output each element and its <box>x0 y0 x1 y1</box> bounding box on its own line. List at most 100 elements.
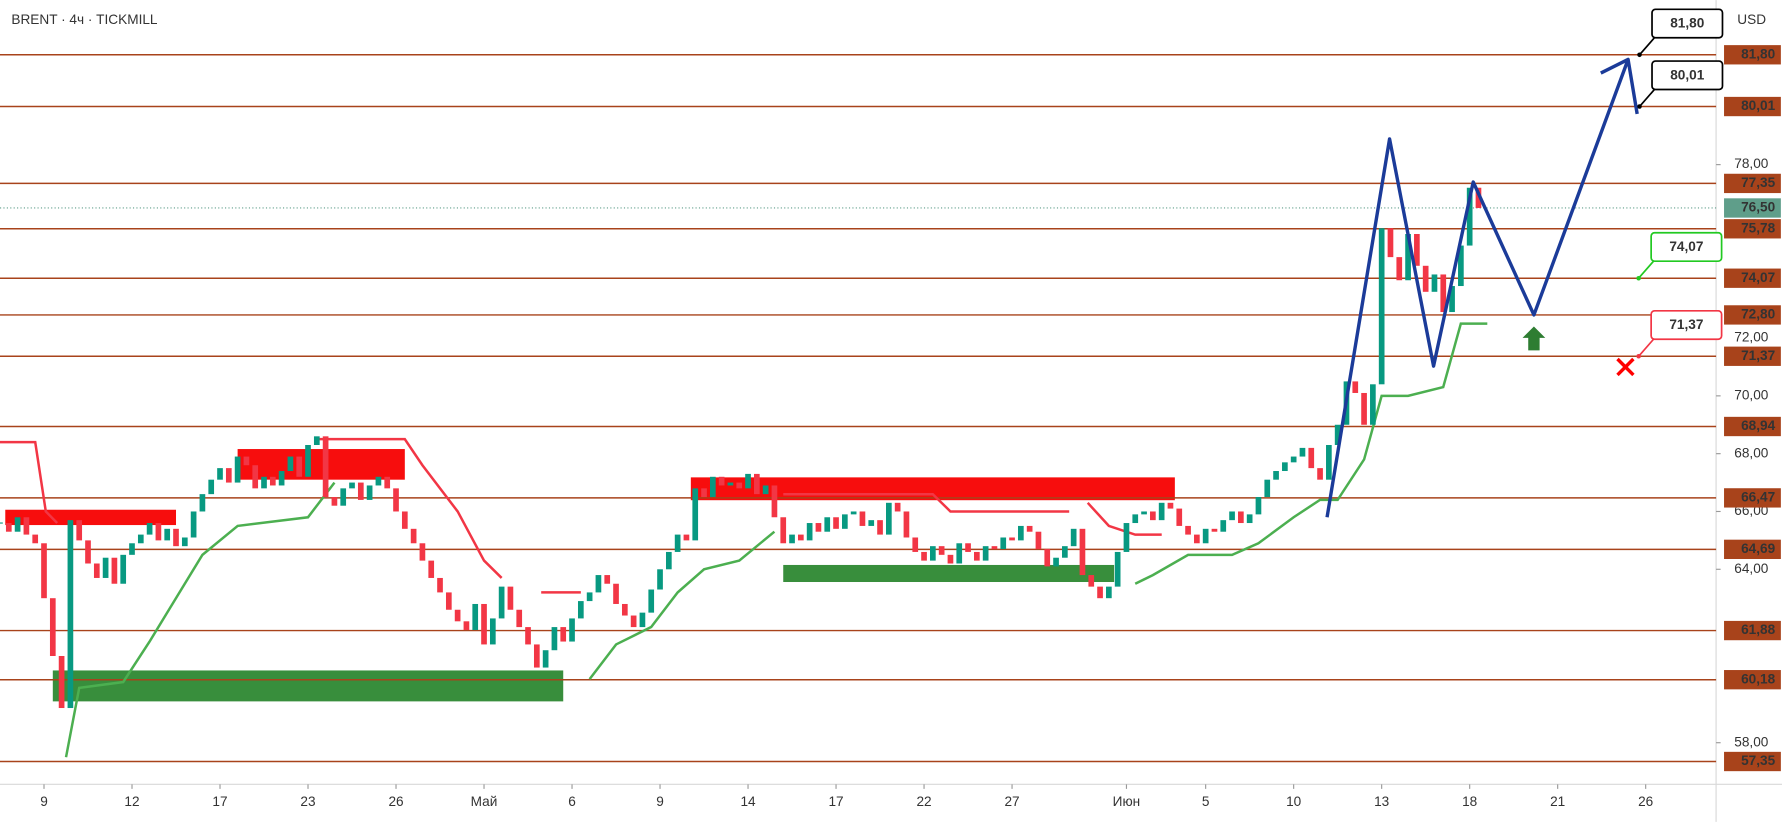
candle <box>621 603 628 616</box>
candle <box>375 476 382 486</box>
candle <box>67 520 74 709</box>
candle <box>1018 525 1024 541</box>
level-label: 81,80 <box>1741 46 1776 61</box>
candle <box>1422 265 1429 292</box>
candle <box>683 534 690 541</box>
candle <box>1238 511 1244 524</box>
candle <box>1255 497 1262 515</box>
level-label-bg <box>1724 670 1781 690</box>
candle <box>1000 537 1007 550</box>
candle <box>419 543 426 561</box>
candle <box>859 511 866 526</box>
candle <box>1449 286 1455 313</box>
candle <box>278 471 285 486</box>
candle <box>894 502 901 512</box>
level-label-bg <box>1724 305 1781 325</box>
candle <box>261 476 267 489</box>
level-label-bg <box>1724 416 1781 437</box>
candle <box>1158 502 1165 521</box>
candle <box>1026 525 1033 532</box>
last-price-label: 76,50 <box>1741 200 1776 215</box>
candle <box>14 517 21 532</box>
candle <box>842 514 848 529</box>
candle <box>102 557 109 578</box>
candle <box>1097 586 1103 599</box>
annotation-text: 74,07 <box>1669 239 1703 254</box>
indicator-line <box>64 481 336 758</box>
x-tick-label: 23 <box>300 794 315 809</box>
candle <box>305 444 311 477</box>
candle <box>489 618 496 645</box>
candle <box>1431 274 1438 292</box>
level-label: 68,94 <box>1741 418 1776 433</box>
candle <box>1114 551 1121 587</box>
candle <box>393 488 399 512</box>
candle <box>1053 557 1059 567</box>
candle <box>243 456 250 466</box>
candle <box>322 436 329 498</box>
candle <box>217 468 223 480</box>
candle <box>1440 274 1447 313</box>
candle <box>639 612 646 628</box>
candle <box>1475 187 1482 208</box>
candle <box>542 650 549 668</box>
candle <box>824 517 831 532</box>
candle <box>1352 381 1359 393</box>
level-label-bg <box>1724 219 1781 239</box>
candle <box>1299 447 1306 457</box>
candle <box>833 517 839 529</box>
x-tick-label: 22 <box>916 794 931 809</box>
candle <box>428 560 435 578</box>
candle <box>1079 528 1086 576</box>
y-tick-label: 78,00 <box>1734 156 1769 171</box>
indicator-line <box>1086 501 1162 536</box>
candle <box>674 534 681 552</box>
annotation-text: 71,37 <box>1669 317 1703 332</box>
candle <box>454 609 461 622</box>
y-tick-label: 70,00 <box>1734 387 1769 402</box>
candle <box>850 511 857 515</box>
candle <box>1220 520 1227 532</box>
candle <box>577 601 584 619</box>
candle <box>1088 575 1095 587</box>
candle <box>252 465 259 489</box>
level-label: 77,35 <box>1741 175 1776 190</box>
candle <box>437 577 443 593</box>
candle <box>1466 187 1473 246</box>
level-label-bg <box>1724 45 1781 65</box>
candle <box>877 520 883 535</box>
zone <box>5 509 177 526</box>
candle <box>287 456 294 472</box>
level-label: 66,47 <box>1741 489 1775 504</box>
candle <box>463 621 470 630</box>
zone <box>52 670 564 702</box>
candle <box>1211 528 1218 532</box>
level-label: 75,78 <box>1741 220 1776 235</box>
marker <box>1522 326 1546 351</box>
candle <box>753 473 760 495</box>
candle <box>1194 534 1200 544</box>
candle <box>665 551 672 570</box>
candle <box>155 523 162 541</box>
x-tick-label: 26 <box>1638 794 1653 809</box>
level-label-bg <box>1724 751 1781 772</box>
candle <box>58 655 65 709</box>
candle <box>938 546 945 555</box>
x-tick-label: 27 <box>1004 794 1019 809</box>
indicator-line <box>316 437 503 579</box>
x-tick-label: 18 <box>1462 794 1477 809</box>
level-label: 80,01 <box>1741 98 1776 113</box>
y-tick-label: 72,00 <box>1734 330 1769 345</box>
candle <box>1326 444 1332 480</box>
annotation-pointer <box>1638 36 1657 56</box>
candle <box>1458 245 1464 287</box>
candle <box>736 482 743 489</box>
candle <box>234 456 241 483</box>
x-tick-label: 17 <box>212 794 227 809</box>
candle <box>780 517 787 544</box>
indicator-line <box>0 440 59 524</box>
candle <box>1123 523 1130 552</box>
candle <box>586 592 593 602</box>
zone <box>783 564 1115 583</box>
